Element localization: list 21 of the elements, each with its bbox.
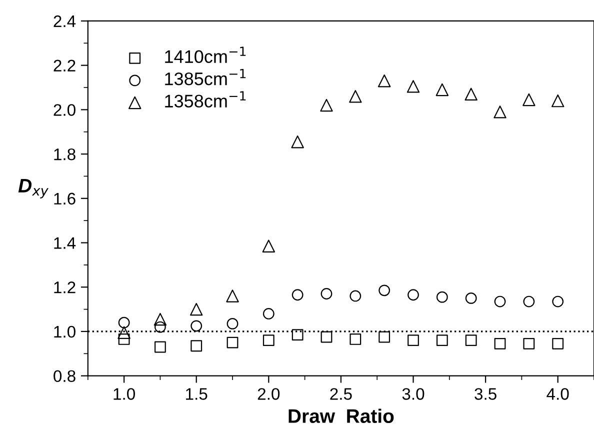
x-tick-label: 3.5	[474, 388, 496, 400]
x-tick-label: 2.0	[258, 388, 280, 400]
y-tick-label: 1.2	[54, 282, 76, 294]
y-tick-label: 1.6	[54, 192, 76, 205]
y-tick-label: 1.0	[54, 326, 76, 338]
x-tick-label: 2.5	[330, 388, 352, 400]
legend-label: 1385cm$^{−1}$	[165, 68, 246, 86]
legend-label: 1410cm$^{−1}$	[165, 46, 246, 64]
y-axis-title: D$_{xy}$	[18, 178, 49, 198]
y-tick-label: 2.2	[54, 60, 76, 72]
x-tick-label: 1.0	[114, 388, 135, 400]
x-tick-label: 3.0	[402, 388, 424, 400]
y-tick-label: 2.0	[54, 104, 76, 116]
x-tick-label: 1.5	[186, 388, 208, 400]
y-tick-label: 1.4	[54, 237, 76, 249]
y-tick-label: 1.8	[54, 148, 76, 160]
y-tick-label: 2.4	[54, 15, 76, 28]
y-tick-label: 0.8	[54, 370, 76, 382]
x-axis-title: Draw Ratio	[288, 408, 394, 423]
legend-label: 1358cm$^{−1}$	[165, 91, 246, 108]
x-tick-label: 4.0	[546, 388, 569, 400]
